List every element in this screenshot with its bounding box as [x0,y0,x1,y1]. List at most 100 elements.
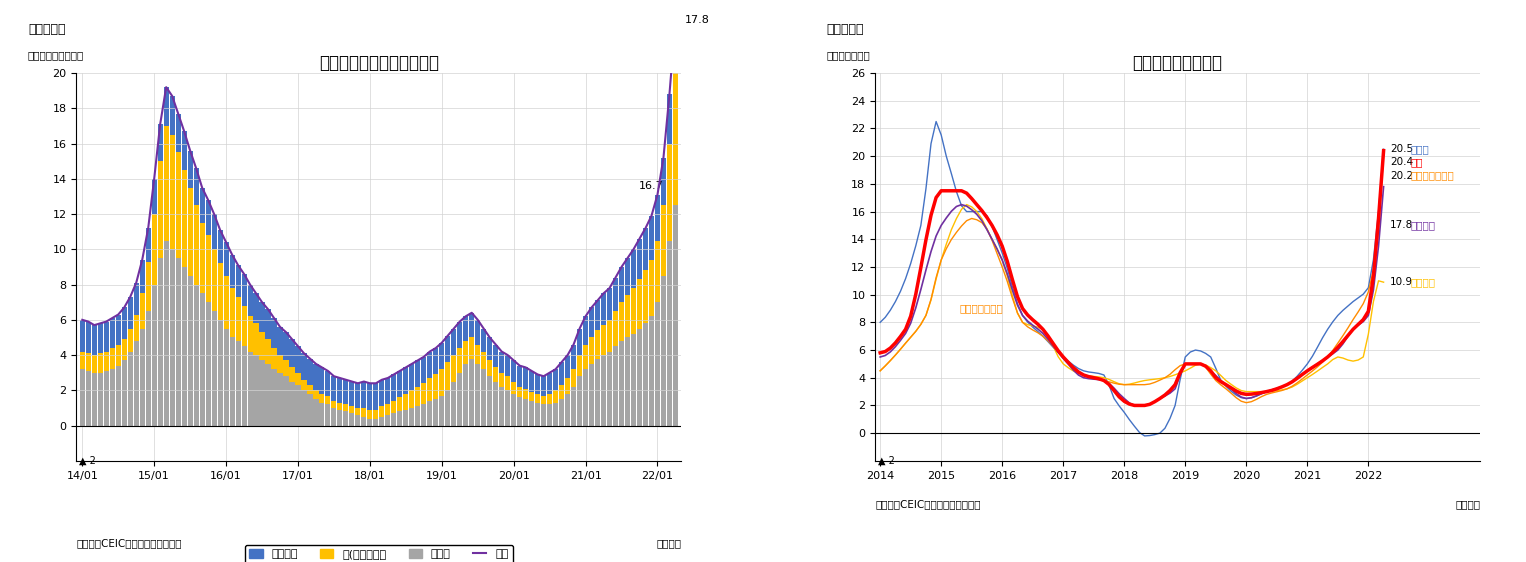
Bar [134,341,139,425]
Bar [325,396,331,405]
Text: 総合指数: 総合指数 [1410,220,1436,230]
Bar [200,223,204,293]
Bar [583,345,588,369]
Bar [272,369,276,425]
Bar [104,321,108,352]
Bar [349,406,354,413]
Bar [577,376,581,425]
Bar [229,288,235,337]
Bar [151,214,157,284]
Bar [212,250,217,311]
Bar [415,360,420,387]
Bar [98,353,102,373]
Bar [655,241,661,302]
全体 [349,380,368,387]
Bar [104,352,108,371]
Bar [110,318,114,348]
Bar [110,369,114,425]
Bar [116,345,121,366]
Text: （資料）CEIC、ロシア連邦統計局: （資料）CEIC、ロシア連邦統計局 [874,500,981,510]
Bar [296,346,301,373]
Text: （資料）CEIC、ロシア連邦統計局: （資料）CEIC、ロシア連邦統計局 [76,538,182,549]
Bar [505,376,510,391]
Text: （月次）: （月次） [1456,500,1480,510]
Bar [235,341,241,425]
Bar [157,258,163,425]
Bar [259,360,264,425]
Bar [223,329,229,425]
Bar [559,399,565,425]
Bar [673,20,678,73]
Bar [626,258,630,295]
Bar [319,394,325,402]
Bar [475,364,481,425]
Bar [169,250,174,425]
Bar [499,373,504,387]
Bar [427,378,432,401]
Bar [439,369,444,396]
Bar [313,399,319,425]
Text: 食料品: 食料品 [1410,144,1430,154]
Bar [642,323,649,425]
Bar [415,406,420,425]
Bar [403,368,409,394]
Bar [98,323,102,353]
Bar [374,419,378,425]
Bar [278,327,282,355]
Bar [175,152,180,258]
Bar [134,283,139,315]
Bar [272,348,276,369]
Bar [296,373,301,385]
Bar [565,378,571,394]
Bar [487,337,493,360]
全体 [433,339,452,346]
Bar [511,360,516,382]
全体 [624,246,642,253]
Bar [630,334,636,425]
Bar [253,355,258,425]
Bar [206,200,211,235]
Bar [290,368,295,382]
Bar [235,265,241,297]
Bar [296,385,301,425]
Bar [565,394,571,425]
Bar [607,320,612,352]
Bar [85,371,92,425]
全体 [667,17,685,24]
Bar [212,214,217,250]
Bar [630,250,636,288]
Bar [607,288,612,320]
Bar [433,348,438,374]
Bar [253,293,258,323]
Bar [145,311,151,425]
Bar [284,360,288,376]
Bar [464,316,468,341]
Bar [583,369,588,425]
Bar [98,373,102,425]
Bar [92,373,96,425]
Line: 全体: 全体 [82,20,676,383]
Bar [403,394,409,410]
全体 [188,165,206,171]
Bar [374,383,378,410]
Bar [331,401,336,408]
Text: 財（非食料品）: 財（非食料品） [1410,170,1454,180]
Bar [362,408,366,417]
Bar [620,341,624,425]
Bar [667,241,671,425]
Text: （前年比、％）: （前年比、％） [827,50,870,60]
Bar [194,168,198,205]
Bar [481,352,487,369]
Bar [511,394,516,425]
Bar [559,362,565,385]
Bar [266,339,270,364]
Bar [128,329,133,352]
Bar [595,330,600,359]
Bar [157,124,163,161]
Bar [403,410,409,425]
Bar [302,353,307,380]
Bar [517,387,522,397]
Bar [517,366,522,387]
Bar [468,359,475,425]
Bar [380,380,385,406]
